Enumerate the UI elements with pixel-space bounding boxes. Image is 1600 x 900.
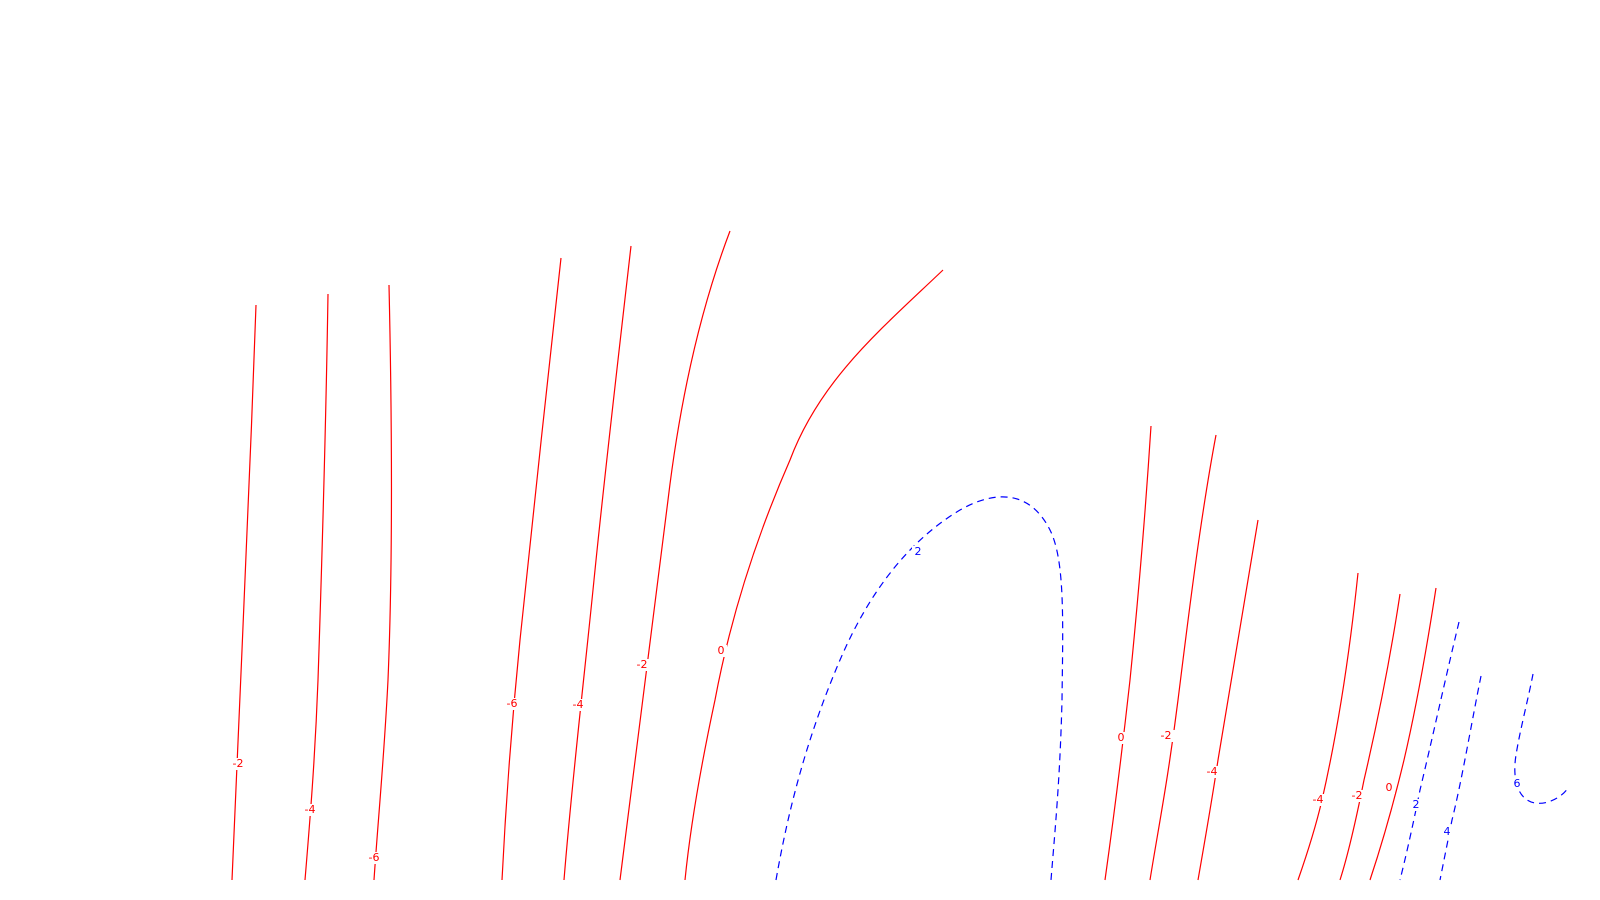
contour-line-neg-5 — [619, 230, 731, 881]
contour-line-neg-4 — [563, 245, 632, 881]
contour-line-neg-12 — [1339, 593, 1401, 881]
contour-label-knockout — [1309, 794, 1327, 806]
contour-label: 0 — [1118, 731, 1125, 744]
contour-label-knockout — [301, 804, 319, 816]
contour-line-neg-13 — [1369, 587, 1437, 881]
contour-line-neg-10 — [1197, 519, 1259, 881]
contour-label-knockout — [229, 758, 247, 770]
contour-line-neg-11 — [1297, 572, 1359, 881]
contour-label: -2 — [233, 757, 244, 770]
contour-label: -2 — [637, 658, 648, 671]
contour-label-knockout — [569, 699, 587, 711]
contour-lines — [231, 230, 1569, 881]
contour-line-neg-0 — [231, 304, 257, 881]
contour-label-knockout — [503, 698, 521, 710]
contour-label-knockout — [365, 852, 383, 864]
contour-label-knockout — [1410, 799, 1422, 811]
contour-label: -2 — [1161, 729, 1172, 742]
contour-label: 0 — [1386, 781, 1393, 794]
contour-label: 2 — [915, 545, 922, 558]
contour-label-knockout — [1511, 778, 1523, 790]
contour-label: 6 — [1514, 777, 1521, 790]
contour-label: 0 — [718, 644, 725, 657]
contour-label-knockout — [1383, 782, 1395, 794]
contour-label: -4 — [305, 803, 316, 816]
contour-label: -4 — [1313, 793, 1324, 806]
contour-label-knockout — [1157, 730, 1175, 742]
contour-label-knockout — [715, 645, 727, 657]
contour-line-neg-2 — [373, 284, 393, 881]
contour-label: -4 — [1207, 765, 1218, 778]
contour-label: -2 — [1352, 789, 1363, 802]
contour-labels: -2 -4 -6 -6 -4 -2 0 2 0 -2 -4 -4 -2 0 2 4 6 — [229, 545, 1523, 864]
contour-line-pos-14 — [1399, 621, 1460, 881]
contour-label: -6 — [507, 697, 518, 710]
contour-label-knockout — [1115, 732, 1127, 744]
contour-line-neg-9 — [1149, 434, 1217, 881]
contour-label: -6 — [369, 851, 380, 864]
contour-label-knockout — [912, 546, 924, 558]
contour-line-neg-6 — [684, 269, 944, 881]
contour-label-knockout — [1348, 790, 1366, 802]
contour-line-neg-3 — [501, 257, 562, 881]
contour-label: -4 — [573, 698, 584, 711]
contour-label-knockout — [633, 659, 651, 671]
contour-label: 4 — [1444, 825, 1451, 838]
contour-label-knockout — [1203, 766, 1221, 778]
contour-label-knockout — [1441, 826, 1453, 838]
contour-line-neg-8 — [1104, 425, 1152, 881]
contour-label: 2 — [1413, 798, 1420, 811]
